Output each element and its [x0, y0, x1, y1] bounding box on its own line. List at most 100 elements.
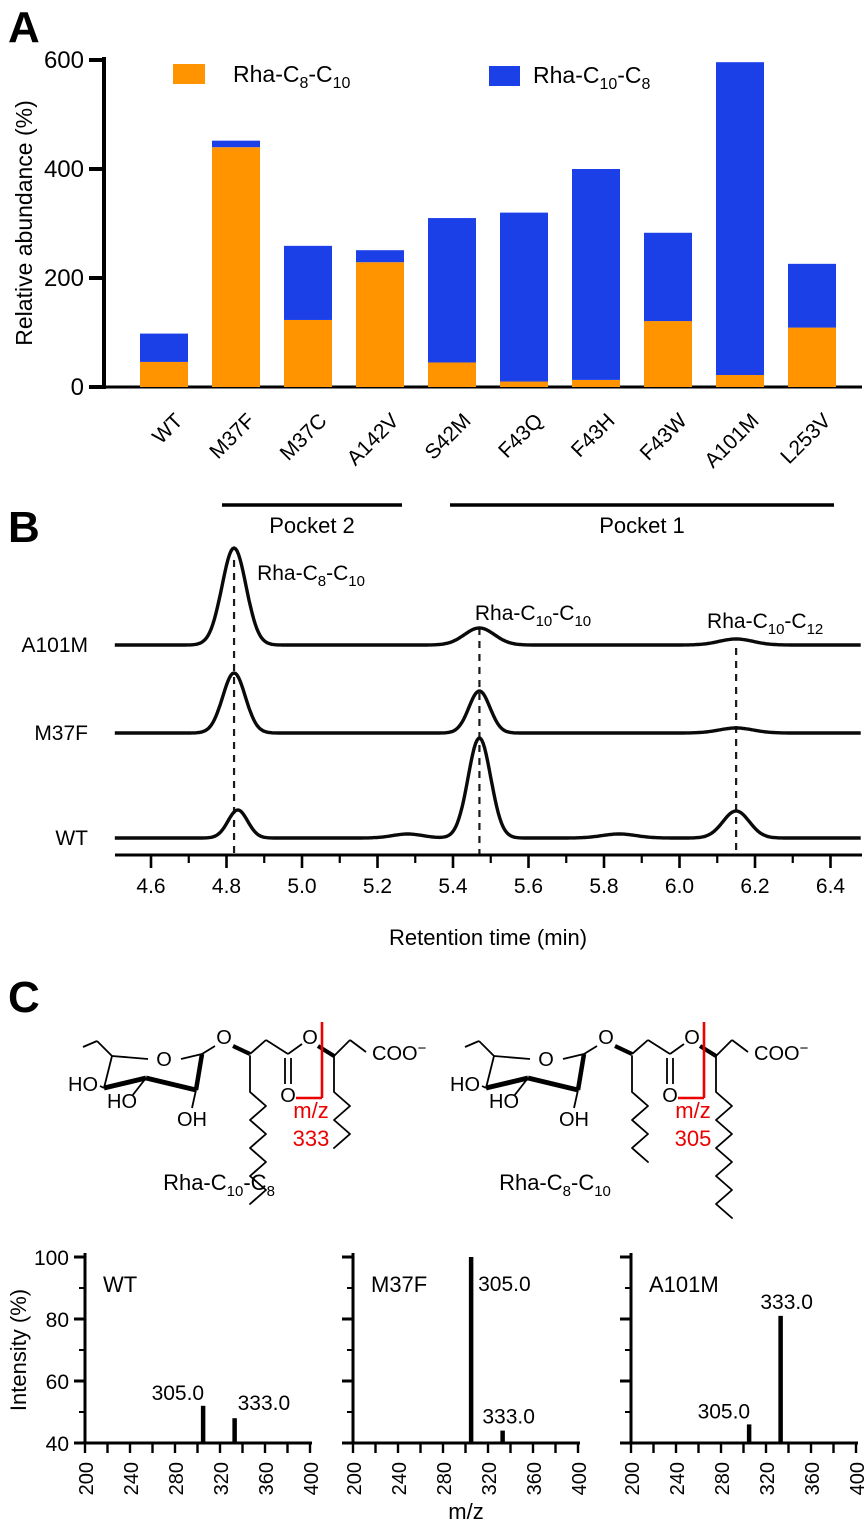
ms-x-tick-label: 240	[121, 1462, 143, 1495]
glycosidic-bond	[201, 1045, 216, 1055]
ms-peak-label: 305.0	[698, 1400, 751, 1423]
chain-bond	[265, 1039, 289, 1055]
ms-y-tick-label: 40	[46, 1433, 69, 1456]
x-category-label: M37F	[205, 409, 259, 463]
ester-bond	[669, 1043, 685, 1055]
x-tick-label: 5.2	[363, 875, 392, 898]
legend-swatch-orange	[173, 64, 205, 84]
ms-x-tick-label: 280	[166, 1462, 188, 1495]
x-tick-label: 5.8	[589, 875, 618, 898]
panel-a-chart: 0 200 400 600 Relative abundance (%) WT M37F M3…	[11, 47, 862, 538]
ms-x-tick-label: 320	[479, 1462, 501, 1495]
glycosidic-bond	[583, 1045, 598, 1055]
ring-bond	[111, 1055, 149, 1060]
chromatogram-trace-WT	[114, 736, 861, 840]
ring-bond	[493, 1055, 531, 1060]
panel-c-spectra: 40 60 80 100 200 240 280 320 360 400 WT 305.0 333.0 2…	[6, 1247, 866, 1524]
y-tick-label: 400	[44, 156, 84, 183]
panel-a-label: A	[8, 3, 40, 52]
ms-x-tick-label: 400	[847, 1462, 866, 1495]
legend-label-blue: Rha-C10-C8	[533, 62, 651, 93]
bar-segment-Rha-C10-C8-F43W	[644, 232, 692, 322]
methyl-bond	[478, 1040, 495, 1057]
alkyl-tail-1	[631, 1055, 649, 1163]
x-tick-label: 6.4	[816, 875, 846, 898]
bar-segment-Rha-C8-C10-F43Q	[500, 381, 548, 387]
x-tick-label: 6.2	[740, 875, 769, 898]
group-label: Pocket 1	[599, 513, 685, 538]
bar-segment-Rha-C8-C10-A101M	[716, 375, 764, 387]
ring-oxygen-label: O	[156, 1049, 172, 1071]
x-category-label: A142V	[343, 409, 404, 470]
ms-panel-title-A101M: A101M	[649, 1272, 719, 1297]
ring-bond-bold	[193, 1053, 205, 1091]
ms-x-axis-title: m/z	[448, 1499, 483, 1524]
legend-swatch-blue	[489, 66, 520, 86]
methyl-bond	[96, 1040, 113, 1057]
bar-segment-Rha-C8-C10-L253V	[788, 327, 836, 387]
ms-x-tick-label: 200	[76, 1462, 98, 1495]
ms-x-tick-label: 360	[256, 1462, 278, 1495]
ring-bond-bold	[103, 1075, 147, 1091]
ester-oxygen-label: O	[684, 1027, 700, 1049]
bar-segment-Rha-C10-C8-L253V	[788, 263, 836, 328]
ms-peak-label: 333.0	[760, 1291, 813, 1314]
hydroxyl-label: HO	[489, 1091, 519, 1113]
carbonyl-oxygen-label: O	[662, 1085, 678, 1107]
ms-x-tick-label: 200	[622, 1462, 644, 1495]
x-category-label: L253V	[776, 409, 835, 468]
bar-segment-Rha-C10-C8-M37F	[212, 140, 260, 148]
ring-bond-bold	[527, 1075, 579, 1093]
hydroxyl-label: HO	[450, 1074, 480, 1096]
x-tick-label: 5.0	[287, 875, 316, 898]
ms-x-tick-label: 400	[569, 1462, 591, 1495]
x-category-label: WT	[148, 409, 187, 448]
hydroxyl-label: HO	[107, 1091, 137, 1113]
ring-bond-bold	[145, 1075, 197, 1093]
ring-bond	[103, 1055, 113, 1089]
hydroxyl-label: HO	[68, 1074, 98, 1096]
bar-segment-Rha-C10-C8-F43Q	[500, 212, 548, 382]
alkyl-tail-1	[249, 1055, 267, 1205]
ms-peak-label: 333.0	[482, 1406, 535, 1429]
bar-segment-Rha-C8-C10-M37F	[212, 147, 260, 387]
chain-bond	[647, 1039, 671, 1055]
ms-x-tick-label: 240	[667, 1462, 689, 1495]
ester-wedge	[316, 1044, 336, 1058]
ms-y-tick-label: 100	[34, 1247, 69, 1270]
trace-name-WT: WT	[55, 827, 88, 850]
x-category-label: F43Q	[494, 409, 547, 462]
panel-c-label: C	[8, 973, 40, 1022]
bar-segment-Rha-C8-C10-S42M	[428, 362, 476, 387]
bar-segment-Rha-C10-C8-S42M	[428, 218, 476, 363]
hydroxyl-bond	[99, 1085, 105, 1089]
bar-segment-Rha-C8-C10-M37C	[284, 319, 332, 387]
peak-label: Rha-C10-C12	[707, 610, 823, 638]
ms-y-tick-label: 60	[46, 1371, 69, 1394]
peak-label: Rha-C8-C10	[257, 562, 365, 590]
ms-x-tick-label: 240	[389, 1462, 411, 1495]
chain-bond	[715, 1039, 733, 1057]
bar-segment-Rha-C10-C8-F43H	[572, 169, 620, 380]
alkyl-tail-2	[715, 1055, 733, 1219]
ms-x-tick-label: 320	[211, 1462, 233, 1495]
chain-bond	[731, 1039, 749, 1053]
y-tick-label: 200	[44, 265, 84, 292]
structure-caption: Rha-C10-C8	[163, 1170, 275, 1200]
methyl-bond	[464, 1040, 480, 1048]
structure-rha-c8-c10: HO HO OH O O O O COO− m/z 305 Rha-C8-C10	[450, 1022, 809, 1219]
ms-y-axis-title: Intensity (%)	[6, 1289, 31, 1411]
trace-name-A101M: A101M	[21, 634, 88, 657]
ms-panel-title-M37F: M37F	[371, 1272, 427, 1297]
ms-x-tick-label: 360	[802, 1462, 824, 1495]
ms-x-tick-label: 400	[301, 1462, 323, 1495]
x-tick-label: 4.6	[136, 875, 165, 898]
ms-y-tick-label: 80	[46, 1309, 69, 1332]
bar-segment-Rha-C10-C8-M37C	[284, 245, 332, 320]
bar-segment-Rha-C10-C8-A101M	[716, 62, 764, 376]
x-category-label: F43W	[636, 409, 692, 465]
hydroxyl-bond	[131, 1077, 147, 1097]
x-category-label: F43H	[567, 409, 620, 462]
